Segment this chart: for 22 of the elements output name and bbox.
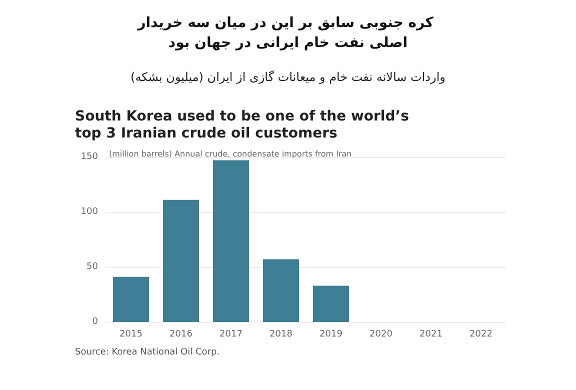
chart-title: کره جنوبی سابق بر این در میان سه خریدار اصلی نفت خام ایرانی در جهان بود xyxy=(136,15,438,51)
text: South Korea used to be one of the world’s top 3 Iranian crude oil customers xyxy=(75,108,409,142)
y-axis-title: (million barrels) Annual crude, condensate imports from Iran xyxy=(109,150,352,158)
y-tick-label: 100 xyxy=(80,207,98,217)
bar xyxy=(313,286,349,322)
source-note: Source: Korea National Oil Corp. xyxy=(75,348,220,358)
chart-subtitle: واردات سالانه نفت خام و میعانات گازی از ایران (میلیون بشکه) xyxy=(130,70,446,84)
x-tick-label: 2019 xyxy=(320,330,343,340)
x-tick-label: 2016 xyxy=(170,330,193,340)
x-tick-label: 2021 xyxy=(420,330,442,340)
bar xyxy=(213,160,249,322)
x-tick-label: 2022 xyxy=(470,330,492,340)
bar xyxy=(263,259,299,322)
x-tick-label: 2018 xyxy=(270,330,293,340)
y-tick-label: 150 xyxy=(80,152,98,162)
y-tick-label: 50 xyxy=(86,262,98,272)
bar xyxy=(163,200,199,322)
bar xyxy=(113,276,149,322)
x-tick-label: 2015 xyxy=(120,330,142,340)
x-tick-label: 2020 xyxy=(370,330,393,340)
x-tick-label: 2017 xyxy=(220,330,242,340)
y-tick-label: 0 xyxy=(92,317,98,327)
